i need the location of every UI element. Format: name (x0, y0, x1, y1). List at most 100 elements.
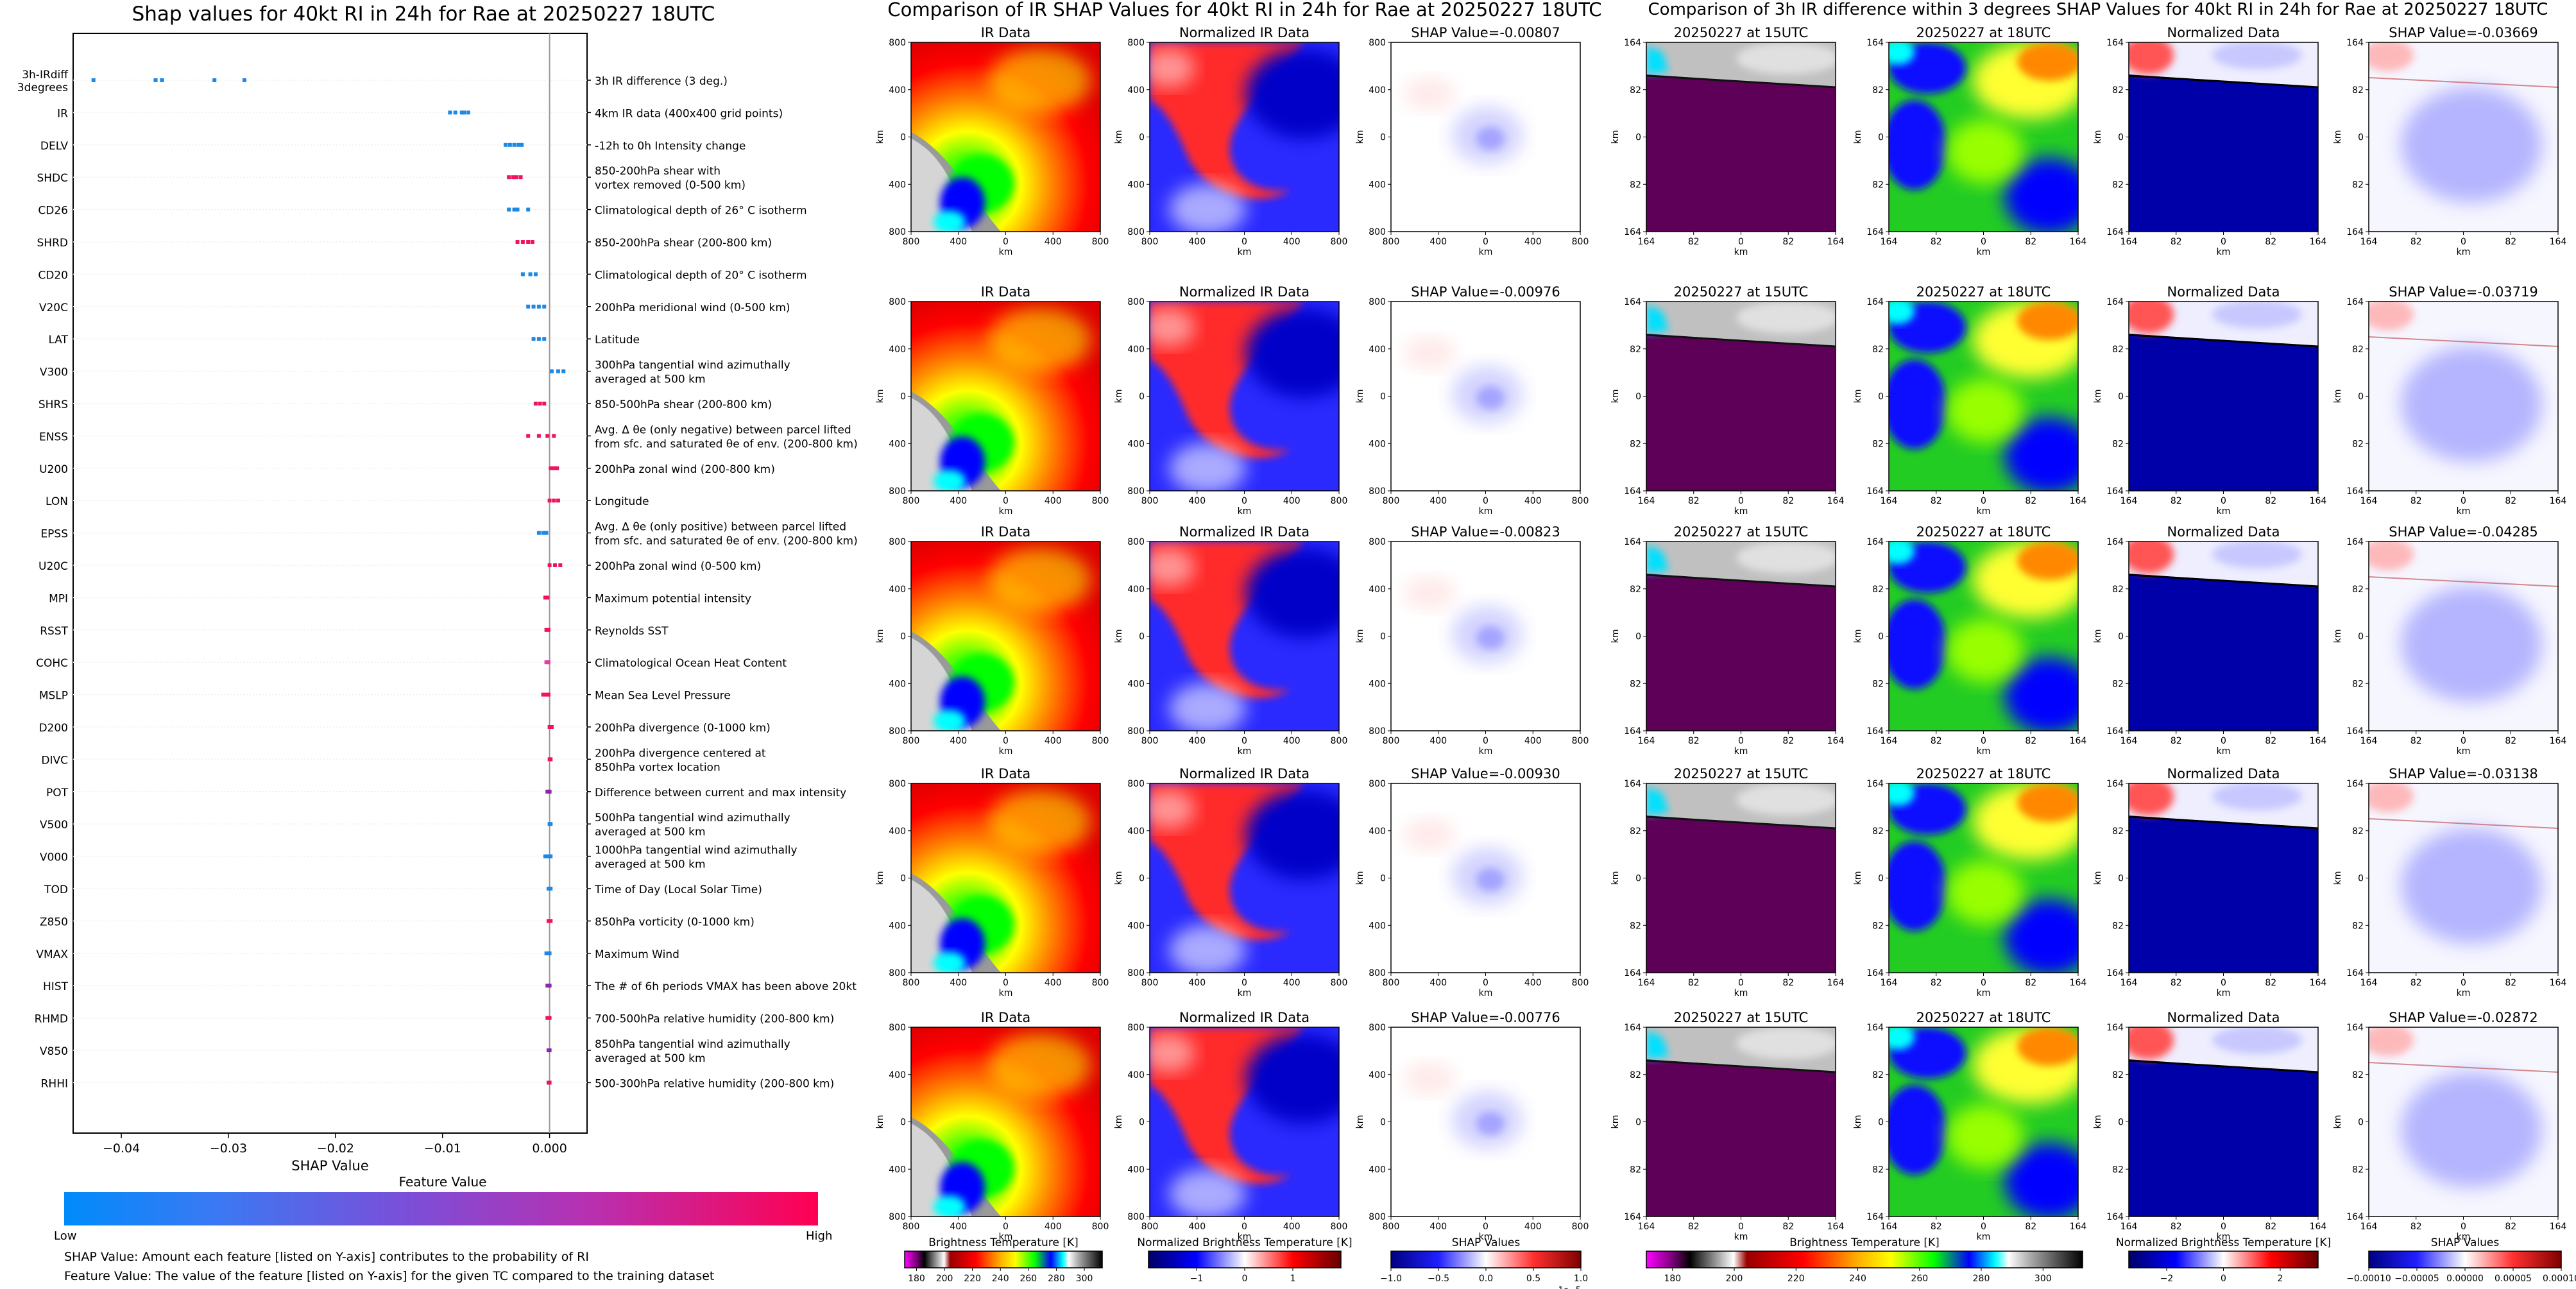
y-tick-label: 0 (1139, 632, 1145, 642)
y-tick-label: 400 (889, 85, 906, 96)
y-axis-label: km (1355, 871, 1365, 885)
y-tick-label: 800 (889, 38, 906, 48)
shap-point (536, 337, 541, 341)
beeswarm-axes-frame (73, 33, 588, 1134)
ir-bt-colorbar-tick-label: 180 (908, 1274, 925, 1284)
ir-bt-colorbar (904, 1251, 1103, 1268)
y-tick-label: 0 (1380, 133, 1386, 143)
y-tick-label: 800 (889, 486, 906, 497)
feature-desc-label: averaged at 500 km (595, 826, 706, 839)
feature-desc-label: averaged at 500 km (595, 1052, 706, 1065)
shap-point (520, 240, 525, 244)
x-tick-label: 0 (1483, 496, 1488, 506)
y-tick-label: 164 (2106, 968, 2124, 978)
y-tick-label: 800 (1369, 227, 1386, 237)
y-tick-label: 164 (1624, 297, 1641, 307)
shap-point (511, 175, 515, 180)
x-tick-label: 0 (2461, 736, 2466, 746)
feature-name-label: U20C (38, 560, 68, 573)
x-tick-label: −0.03 (210, 1141, 247, 1156)
diff-norm-colorbar (2128, 1251, 2319, 1268)
shap-point (531, 337, 536, 341)
y-tick-label: 800 (889, 968, 906, 978)
feature-desc-label: 200hPa divergence (0-1000 km) (595, 722, 771, 735)
panel-title: 20250227 at 18UTC (1916, 524, 2051, 540)
x-tick-label: 800 (1141, 496, 1159, 506)
x-tick-label: 82 (2171, 237, 2182, 247)
x-tick-label: 82 (1782, 496, 1794, 506)
ir-bt-colorbar-tick-label: 300 (1076, 1274, 1093, 1284)
y-tick-label: 164 (1624, 968, 1641, 978)
y-axis-label: km (2093, 1115, 2103, 1129)
x-tick-label: 82 (2505, 237, 2516, 247)
shap-point (547, 951, 552, 955)
shap-point (546, 627, 550, 632)
x-tick-label: 800 (1331, 736, 1348, 746)
y-tick-label: 0 (900, 133, 906, 143)
shap-point (552, 563, 557, 567)
feature-name-label: SHRS (38, 398, 68, 411)
x-tick-label: 400 (950, 736, 967, 746)
x-tick-label: 400 (1045, 736, 1062, 746)
y-tick-label: 0 (1635, 133, 1641, 143)
shap-point (508, 142, 512, 147)
y-tick-label: 82 (1872, 85, 1884, 96)
x-tick-label: 0 (1738, 978, 1744, 988)
diff-shap-colorbar (2368, 1251, 2562, 1268)
x-tick-label: 82 (2171, 978, 2182, 988)
feature-desc-label: 850-500hPa shear (200-800 km) (595, 398, 772, 411)
shap-image (1391, 542, 1580, 731)
x-tick-label: 800 (1383, 736, 1400, 746)
y-tick-label: 800 (1369, 779, 1386, 789)
panel-title: SHAP Value=-0.03669 (2389, 25, 2538, 40)
shap-point (243, 78, 246, 82)
x-tick-label: 82 (2171, 496, 2182, 506)
x-tick-label: 82 (2505, 496, 2516, 506)
panel-title: SHAP Value=-0.04285 (2389, 524, 2538, 540)
ir-comparison-grid: IR Data80080040040000400400800800kmkmNor… (875, 25, 1589, 1289)
shap-point (549, 725, 554, 729)
x-tick-label: 164 (1881, 1222, 1898, 1232)
y-tick-label: 800 (1127, 38, 1145, 48)
feature-name-label: LON (46, 495, 68, 508)
panel-title: SHAP Value=-0.00930 (1411, 766, 1560, 781)
panel-title: Normalized IR Data (1179, 25, 1309, 40)
x-axis-label: km (2457, 1232, 2471, 1242)
x-axis-label: km (2217, 988, 2231, 998)
x-tick-label: 0 (1241, 978, 1247, 988)
x-tick-label: 82 (1782, 237, 1794, 247)
x-tick-label: 400 (1283, 736, 1301, 746)
x-tick-label: 82 (2025, 496, 2036, 506)
normalized-ir-image (1150, 42, 1339, 232)
x-tick-label: 800 (1383, 978, 1400, 988)
x-tick-label: 82 (2265, 237, 2276, 247)
shap-point (552, 499, 556, 503)
shap-point (530, 240, 534, 244)
y-tick-label: 82 (2352, 1070, 2364, 1080)
y-tick-label: 0 (2118, 1118, 2124, 1128)
ir-image (911, 542, 1100, 731)
x-tick-label: 0 (1981, 496, 1986, 506)
y-tick-label: 164 (1866, 486, 1884, 497)
shap-point (448, 110, 452, 115)
x-tick-label: 164 (1638, 736, 1655, 746)
feature-name-label: Z850 (40, 916, 68, 928)
x-tick-label: 800 (1092, 736, 1109, 746)
feature-name-label: POT (46, 787, 69, 799)
feature-desc-label: 850-200hPa shear (200-800 km) (595, 237, 772, 250)
y-tick-label: 82 (2112, 1070, 2124, 1080)
x-tick-label: 0 (1981, 978, 1986, 988)
x-tick-label: 82 (2410, 736, 2422, 746)
x-tick-label: 82 (2025, 237, 2036, 247)
panel-title: 20250227 at 18UTC (1916, 25, 2051, 40)
shap-image (1391, 1027, 1580, 1216)
y-tick-label: 82 (2352, 180, 2364, 190)
shap-point (546, 692, 550, 697)
y-tick-label: 800 (1369, 726, 1386, 737)
panel-title: IR Data (981, 284, 1031, 300)
x-tick-label: 400 (1188, 496, 1206, 506)
y-tick-label: 82 (1872, 1070, 1884, 1080)
x-tick-label: 800 (1141, 736, 1159, 746)
normalized-diff-image (2129, 302, 2318, 491)
feature-desc-label: Time of Day (Local Solar Time) (594, 884, 762, 896)
